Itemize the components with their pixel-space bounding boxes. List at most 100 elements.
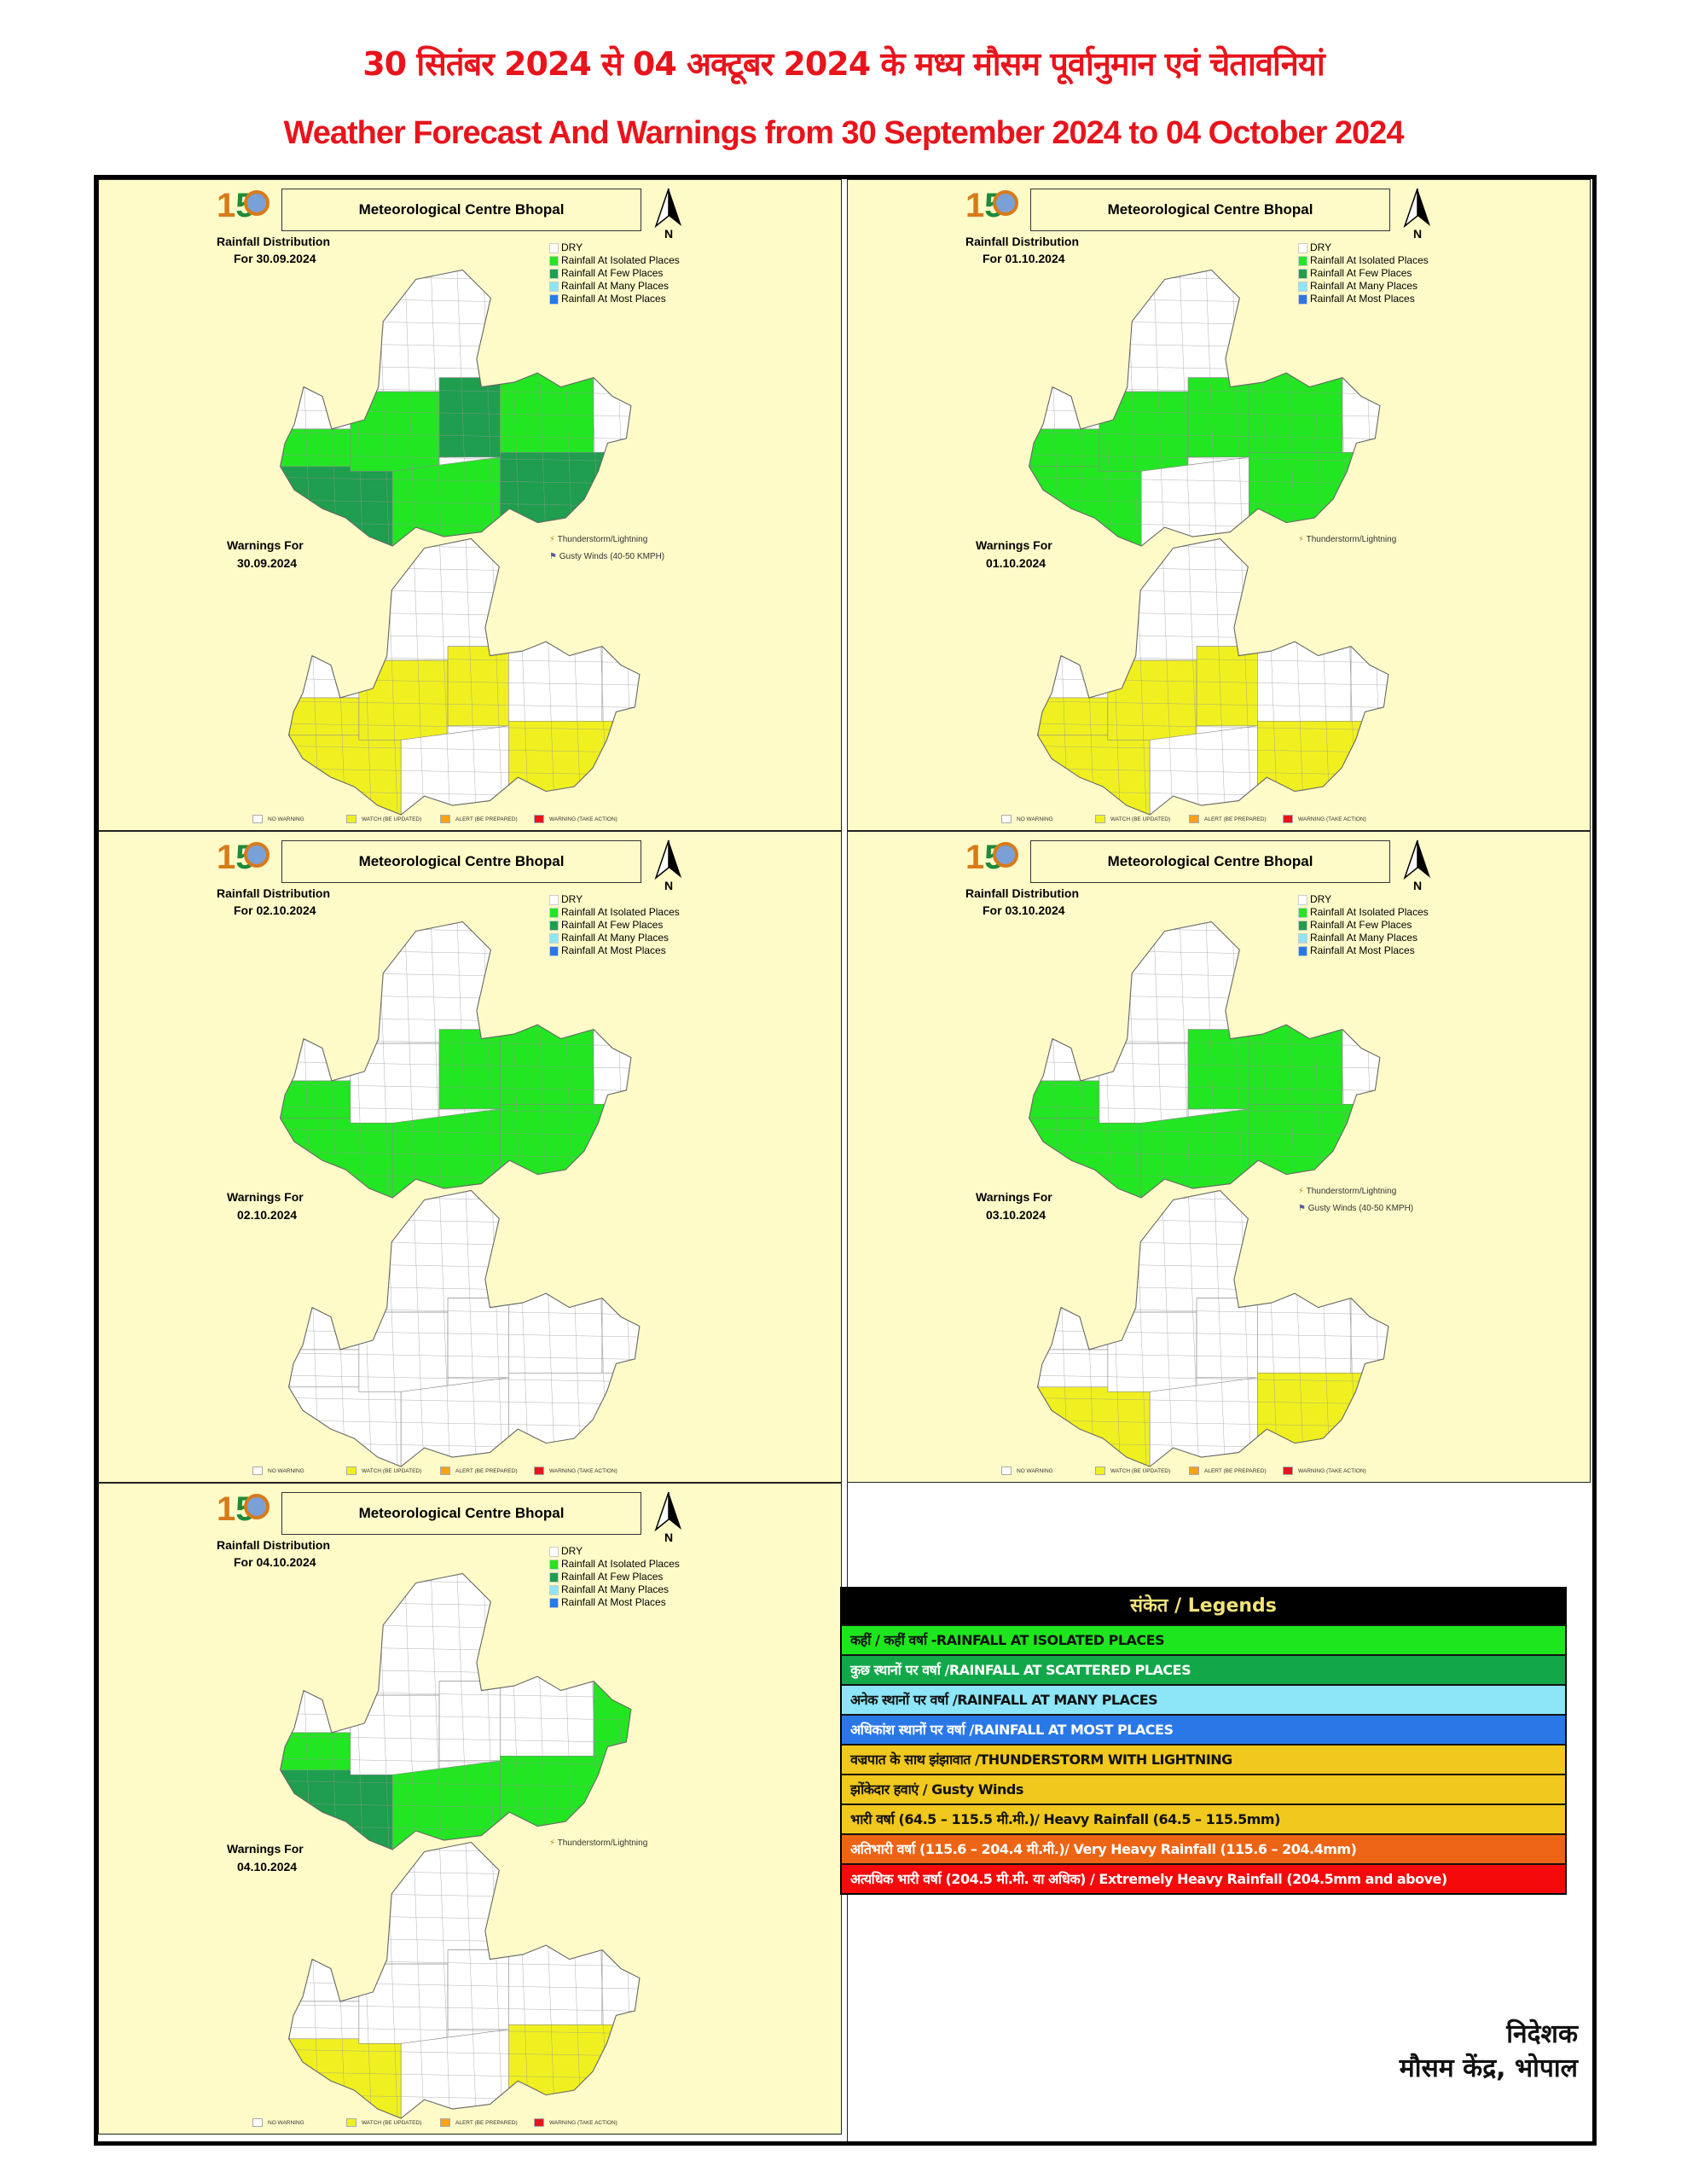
legend-swatch [1298, 945, 1307, 956]
legend-label: NO WARNING [268, 1467, 304, 1474]
legend-row: झोंकेदार हवाएं / Gusty Winds [842, 1774, 1565, 1804]
warning-legend-item: WARNING (TAKE ACTION) [534, 2118, 628, 2127]
district-region [499, 1010, 594, 1105]
centre-title: Meteorological Centre Bhopal [1030, 189, 1390, 231]
district-region [400, 2029, 509, 2119]
warnings-date: 01.10.2024 [986, 556, 1046, 570]
legend-row: अत्यधिक भारी वर्षा (204.5 मी.मी. या अधिक… [842, 1863, 1565, 1893]
rain-legend-item: Rainfall At Isolated Places [549, 906, 680, 919]
thunderstorm-label: Thunderstorm/Lightning [1306, 535, 1397, 544]
lightning-icon: ⚡ [1298, 1187, 1305, 1196]
legend-swatch [549, 907, 559, 918]
warning-legend-item: NO WARNING [252, 1467, 346, 1475]
district-region [499, 1662, 594, 1757]
district-region [377, 538, 519, 661]
legend-label: WARNING (TAKE ACTION) [549, 816, 617, 822]
legend-swatch [1001, 1467, 1012, 1475]
district-region [507, 721, 640, 816]
district-region [280, 1732, 351, 1771]
rainfall-distribution-label: Rainfall Distribution For 03.10.2024 [965, 885, 1079, 919]
district-region [1107, 1311, 1197, 1392]
district-region [1099, 391, 1189, 472]
logo-ring [993, 842, 1018, 868]
district-region [1117, 270, 1259, 392]
north-arrow-icon: N [1398, 839, 1437, 892]
rain-legend: DRY Rainfall At Isolated Places Rainfall A… [1298, 241, 1429, 305]
warning-legend-item: WATCH (BE UPDATED) [346, 1467, 440, 1475]
legend-swatch [346, 815, 357, 823]
legend-swatch [534, 2118, 544, 2127]
legend-swatch [1298, 894, 1307, 905]
rainfall-map [280, 921, 632, 1199]
rainfall-map [280, 1572, 632, 1850]
thunderstorm-label: Thunderstorm/Lightning [557, 535, 648, 544]
legend-swatch [1298, 293, 1307, 305]
logo-ring [244, 190, 270, 216]
legend-table: संकेत / Legends कहीं / कहीं वर्षा -RAINF… [840, 1587, 1567, 1895]
district-region [288, 735, 402, 816]
rainfall-heading: Rainfall Distribution [965, 235, 1079, 248]
district-region [368, 921, 510, 1044]
wind-icon: ⚑ [549, 552, 557, 561]
legend-swatch [440, 1467, 450, 1475]
rain-legend-item: Rainfall At Isolated Places [549, 254, 680, 267]
district-region [288, 636, 379, 699]
district-region [499, 358, 594, 453]
lightning-icon: ⚡ [549, 1838, 556, 1848]
district-region [350, 1694, 440, 1775]
district-region [447, 1949, 509, 2030]
legend-label: Rainfall At Many Places [1310, 280, 1418, 292]
legend-label: WARNING (TAKE ACTION) [549, 2119, 617, 2126]
warning-legend-item: NO WARNING [1001, 1467, 1095, 1475]
district-region [1126, 538, 1267, 661]
rain-legend-item: Rainfall At Most Places [1298, 944, 1429, 957]
logo-ring [993, 190, 1018, 216]
warnings-for-label: Warnings For 01.10.2024 [976, 537, 1052, 572]
warning-symbol-legend: ⚡ Thunderstorm/Lightning [1298, 531, 1396, 549]
warning-legend-item: NO WARNING [252, 2118, 346, 2127]
imd-150-logo: 15 [217, 839, 273, 880]
legend-swatch [346, 2118, 357, 2127]
legend-label: DRY [561, 1545, 583, 1557]
rainfall-map [1029, 921, 1381, 1199]
legend-swatch [346, 1467, 357, 1475]
warnings-date: 30.09.2024 [237, 556, 298, 570]
legend-swatch [549, 945, 559, 956]
legend-swatch [1298, 907, 1307, 918]
rain-legend-item: DRY [549, 893, 680, 906]
district-region [507, 1931, 603, 2025]
legend-label: DRY [561, 241, 583, 253]
legend-swatch [252, 815, 263, 823]
legend-label: Rainfall At Many Places [561, 280, 670, 292]
district-region [447, 646, 509, 727]
district-region [507, 1373, 640, 1467]
rain-legend-item: Rainfall At Many Places [549, 932, 680, 944]
legend-swatch [549, 1584, 559, 1595]
warnings-date: 03.10.2024 [986, 1208, 1046, 1222]
warning-legend: NO WARNING WATCH (BE UPDATED) ALERT (BE PR… [1001, 815, 1377, 823]
legend-swatch [549, 242, 559, 253]
district-region [1029, 1080, 1100, 1119]
legend-row: अतिभारी वर्षा (115.6 – 204.4 मी.मी.)/ Ve… [842, 1833, 1565, 1863]
legend-label: NO WARNING [268, 2119, 304, 2126]
warning-legend-item: ALERT (BE PREPARED) [440, 2118, 534, 2127]
legend-label: ALERT (BE PREPARED) [1204, 1467, 1267, 1474]
legend-swatch [1189, 1467, 1199, 1475]
warnings-heading: Warnings For [976, 538, 1052, 552]
legend-swatch [1283, 1467, 1293, 1475]
legend-label: WARNING (TAKE ACTION) [549, 1467, 617, 1474]
legend-swatch [1298, 932, 1307, 944]
district-region [438, 377, 501, 458]
warnings-heading: Warnings For [227, 1190, 304, 1204]
legend-swatch [549, 932, 559, 944]
rainfall-distribution-label: Rainfall Distribution For 02.10.2024 [217, 885, 330, 919]
logo-ring [244, 1494, 270, 1519]
warnings-for-label: Warnings For 30.09.2024 [227, 537, 304, 572]
legend-label: Rainfall At Most Places [561, 1596, 666, 1608]
legend-heading: संकेत / Legends [842, 1589, 1565, 1624]
district-region [350, 391, 440, 472]
north-arrow-icon: N [649, 839, 688, 892]
signature: निदेशक मौसम केंद्र, भोपाल [1400, 2018, 1578, 2086]
warning-legend-item: WARNING (TAKE ACTION) [1283, 815, 1377, 823]
legend-swatch [549, 268, 559, 279]
